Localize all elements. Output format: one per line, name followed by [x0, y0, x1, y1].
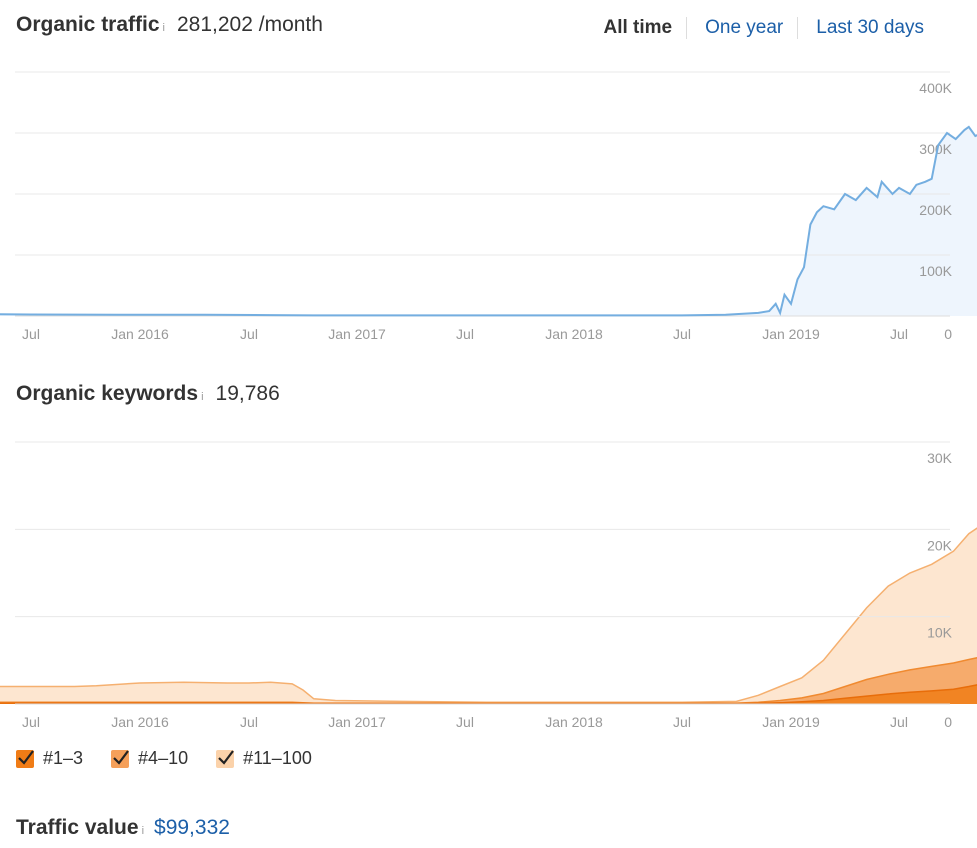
x-tick-label: Jan 2019 [762, 714, 820, 730]
checkbox-checked-icon[interactable] [111, 749, 130, 768]
y-tick-label: 0 [944, 326, 952, 342]
x-tick-label: Jul [673, 326, 691, 342]
tab-all-time[interactable]: All time [603, 17, 673, 38]
organic-traffic-chart[interactable]: 400K 300K 200K 100K 0 Jul Jan 2016 Jul Jan 2017 J… [0, 60, 977, 350]
keywords-area-11-100[interactable] [0, 525, 977, 704]
traffic-value-header: Traffic value i $99,332 [16, 816, 230, 840]
y-tick-label: 10K [927, 625, 953, 641]
organic-keywords-header: Organic keywords i 19,786 [16, 382, 280, 406]
organic-traffic-header: Organic traffic i 281,202 /month [16, 13, 323, 37]
x-tick-label: Jan 2017 [328, 326, 386, 342]
tab-divider [797, 17, 799, 39]
tab-divider [686, 17, 688, 39]
y-tick-label: 300K [919, 141, 952, 157]
legend-label: #4–10 [138, 748, 189, 768]
tab-last-30-days[interactable]: Last 30 days [816, 17, 924, 38]
organic-keywords-title: Organic keywords [16, 382, 199, 405]
x-tick-label: Jul [456, 714, 474, 730]
x-tick-label: Jan 2019 [762, 326, 820, 342]
organic-traffic-title: Organic traffic [16, 13, 160, 36]
checkbox-checked-icon[interactable] [216, 749, 235, 768]
traffic-value-title: Traffic value [16, 816, 139, 839]
x-tick-label: Jul [22, 326, 40, 342]
keywords-area-top3[interactable] [0, 684, 977, 704]
x-tick-label: Jan 2017 [328, 714, 386, 730]
info-icon[interactable]: i [201, 391, 204, 403]
y-tick-label: 400K [919, 80, 952, 96]
legend-label: #11–100 [243, 748, 312, 768]
x-tick-label: Jul [240, 714, 258, 730]
x-tick-label: Jul [673, 714, 691, 730]
legend-item-top3[interactable]: #1–3 [16, 748, 83, 769]
traffic-line[interactable] [0, 125, 977, 317]
info-icon[interactable]: i [141, 825, 145, 837]
keywords-legend: #1–3 #4–10 #11–100 [16, 748, 312, 769]
x-tick-label: Jul [22, 714, 40, 730]
organic-traffic-value: 281,202 /month [177, 13, 323, 36]
organic-keywords-value: 19,786 [215, 382, 280, 405]
traffic-area [0, 126, 977, 316]
organic-keywords-chart[interactable]: 30K 20K 10K 0 Jul Jan 2016 Jul Jan 2017 Jul Jan 2… [0, 430, 977, 740]
keywords-line [0, 527, 977, 704]
x-tick-label: Jul [456, 326, 474, 342]
y-tick-label: 30K [927, 450, 953, 466]
legend-item-4-10[interactable]: #4–10 [111, 748, 188, 769]
x-tick-label: Jan 2016 [111, 714, 169, 730]
x-tick-label: Jan 2016 [111, 326, 169, 342]
y-tick-label: 20K [927, 537, 953, 553]
legend-label: #1–3 [43, 748, 84, 768]
legend-item-11-100[interactable]: #11–100 [216, 748, 312, 769]
checkbox-checked-icon[interactable] [16, 749, 34, 768]
x-tick-label: Jan 2018 [545, 714, 603, 730]
period-tabs: All time One year Last 30 days [603, 17, 924, 39]
traffic-value-amount[interactable]: $99,332 [154, 816, 230, 839]
tab-one-year[interactable]: One year [705, 17, 784, 38]
x-tick-label: Jul [890, 326, 908, 342]
x-tick-label: Jul [890, 714, 908, 730]
y-tick-label: 200K [919, 202, 952, 218]
info-icon[interactable]: i [162, 22, 165, 34]
x-tick-label: Jul [240, 326, 258, 342]
x-tick-label: Jan 2018 [545, 326, 603, 342]
y-tick-label: 100K [919, 263, 952, 279]
y-tick-label: 0 [944, 714, 952, 730]
